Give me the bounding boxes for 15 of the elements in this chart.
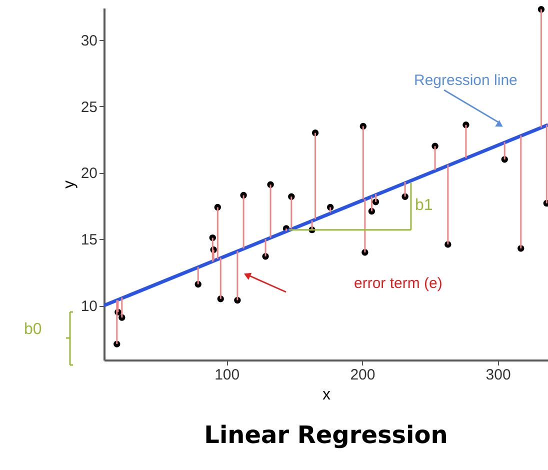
- x-tick-label: 300: [486, 366, 511, 384]
- y-tick-label: 20: [80, 165, 98, 182]
- x-axis-title: x: [322, 386, 330, 404]
- x-tick-label: 100: [214, 366, 240, 384]
- y-tick-label: 30: [80, 32, 98, 50]
- y-tick-label: 25: [80, 98, 98, 116]
- y-axis-title: y: [60, 180, 78, 188]
- y-tick-label: 10: [80, 298, 98, 316]
- annotation: b1: [414, 196, 433, 214]
- text: Linear Regression: [204, 421, 448, 449]
- y-tick-label: 15: [80, 232, 98, 249]
- annotation: error term (e): [354, 275, 442, 292]
- text: b0: [24, 321, 42, 338]
- annotation: Regression line: [414, 72, 518, 89]
- x-tick-label: 200: [350, 366, 376, 384]
